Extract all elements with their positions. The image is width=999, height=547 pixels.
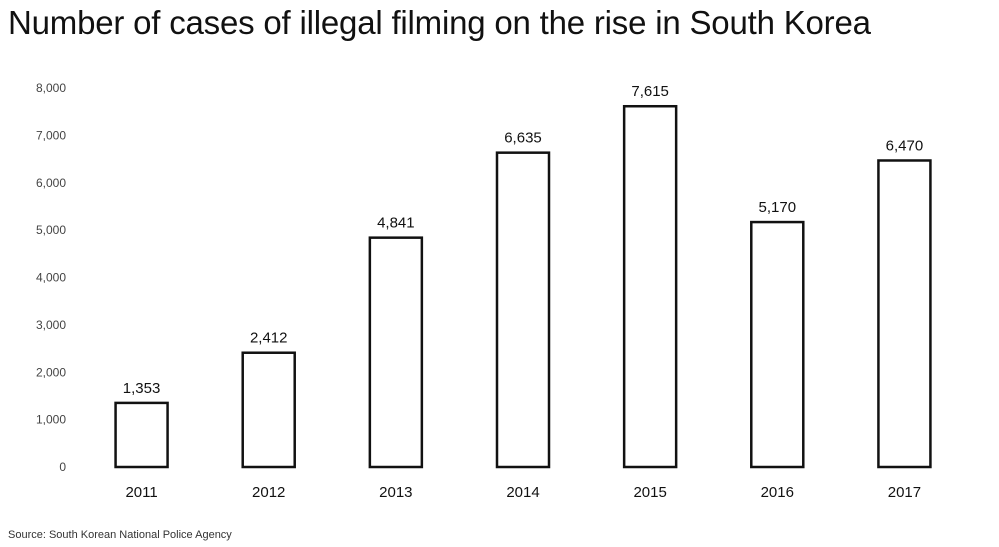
y-tick-label: 8,000 [36,81,66,95]
y-axis-ticks: 0 1,000 2,000 3,000 4,000 5,000 6,000 7,000 8,00… [36,81,66,474]
bar-2011 [114,401,169,469]
data-label-2012: 2,412 [250,330,288,347]
x-tick-label: 2015 [633,484,666,501]
x-tick-label: 2012 [252,484,285,501]
x-tick-label: 2013 [379,484,412,501]
x-tick-label: 2014 [506,484,539,501]
y-tick-label: 7,000 [36,128,66,142]
data-label-2017: 6,470 [886,137,924,154]
bar-2013 [368,236,424,469]
bar-2017 [877,159,932,469]
x-axis-labels: 2011 2012 2013 2014 2015 2016 2017 [125,484,921,501]
data-label-2016: 5,170 [759,199,797,216]
y-tick-label: 2,000 [36,365,66,379]
y-tick-label: 5,000 [36,223,66,237]
y-tick-label: 3,000 [36,318,66,332]
x-tick-label: 2016 [761,484,794,501]
x-tick-label: 2011 [125,484,157,501]
data-labels: 1,353 2,412 4,841 6,635 7,615 5,170 6,470 [123,83,923,397]
data-label-2015: 7,615 [631,83,669,100]
bar-2012 [241,351,296,469]
data-label-2014: 6,635 [504,130,542,147]
bar-2015 [622,104,678,469]
y-tick-label: 0 [59,460,66,474]
data-label-2011: 1,353 [123,380,161,397]
y-tick-label: 6,000 [36,176,66,190]
bar-2016 [750,220,805,469]
data-label-2013: 4,841 [377,215,415,232]
bars [114,104,932,469]
source-note: Source: South Korean National Police Age… [8,529,232,541]
y-tick-label: 4,000 [36,271,66,285]
chart-title: Number of cases of illegal filming on th… [8,4,871,41]
x-tick-label: 2017 [888,484,921,501]
bar-2014 [495,151,551,469]
y-tick-label: 1,000 [36,413,66,427]
